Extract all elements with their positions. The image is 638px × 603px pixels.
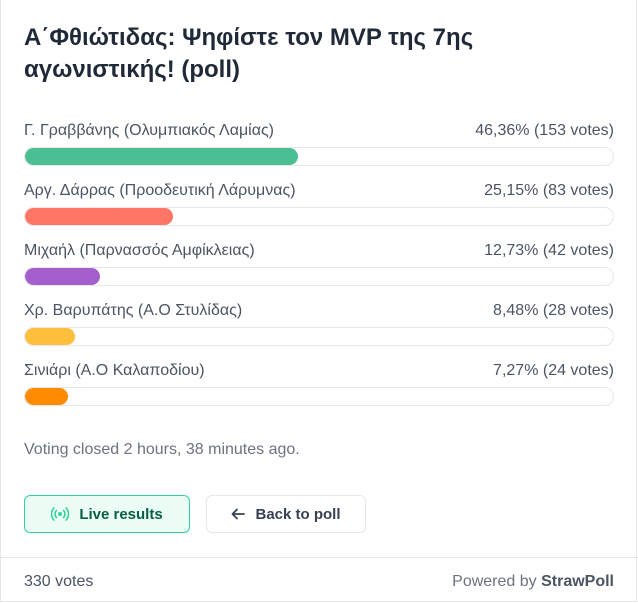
poll-option-result: 7,27% (24 votes) bbox=[493, 362, 614, 379]
result-bar-track bbox=[24, 327, 614, 346]
poll-option-result: 12,73% (42 votes) bbox=[484, 242, 614, 259]
poll-option-result: 46,36% (153 votes) bbox=[475, 122, 614, 139]
poll-option-result: 8,48% (28 votes) bbox=[493, 302, 614, 319]
poll-option-label: Γ. Γραββάνης (Ολυμπιακός Λαμίας) bbox=[24, 122, 274, 139]
poll-option: Σινιάρι (Α.Ο Καλαποδίου) 7,27% (24 votes) bbox=[24, 360, 614, 420]
result-bar-fill bbox=[25, 268, 100, 285]
result-bar-fill bbox=[25, 388, 68, 405]
broadcast-icon bbox=[51, 507, 70, 521]
arrow-left-icon bbox=[231, 508, 246, 520]
powered-by: Powered by StrawPoll bbox=[452, 573, 614, 591]
strawpoll-brand-link[interactable]: StrawPoll bbox=[541, 573, 614, 590]
back-to-poll-button[interactable]: Back to poll bbox=[206, 495, 366, 533]
poll-option-label: Αργ. Δάρρας (Προοδευτική Λάρυμνας) bbox=[24, 182, 296, 199]
poll-option-label: Σινιάρι (Α.Ο Καλαποδίου) bbox=[24, 362, 205, 379]
poll-option: Γ. Γραββάνης (Ολυμπιακός Λαμίας) 46,36% (… bbox=[24, 120, 614, 180]
poll-option-header: Σινιάρι (Α.Ο Καλαποδίου) 7,27% (24 votes) bbox=[24, 360, 614, 382]
poll-option-header: Μιχαήλ (Παρνασσός Αμφίκλειας) 12,73% (42 … bbox=[24, 240, 614, 262]
result-bar-track bbox=[24, 147, 614, 166]
powered-by-label: Powered by bbox=[452, 573, 537, 590]
poll-footer: 330 votes Powered by StrawPoll bbox=[1, 557, 638, 603]
result-bar-track bbox=[24, 267, 614, 286]
result-bar-track bbox=[24, 387, 614, 406]
back-to-poll-label: Back to poll bbox=[255, 505, 341, 523]
result-bar-fill bbox=[25, 328, 75, 345]
poll-option-header: Χρ. Βαρυπάτης (Α.Ο Στυλίδας) 8,48% (28 vo… bbox=[24, 300, 614, 322]
poll-option-header: Γ. Γραββάνης (Ολυμπιακός Λαμίας) 46,36% (… bbox=[24, 120, 614, 142]
poll-option-header: Αργ. Δάρρας (Προοδευτική Λάρυμνας) 25,15%… bbox=[24, 180, 614, 202]
poll-option: Αργ. Δάρρας (Προοδευτική Λάρυμνας) 25,15%… bbox=[24, 180, 614, 240]
poll-title: Α΄Φθιώτιδας: Ψηφίστε τον MVP της 7ης αγω… bbox=[24, 24, 474, 83]
result-bar-track bbox=[24, 207, 614, 226]
poll-options: Γ. Γραββάνης (Ολυμπιακός Λαμίας) 46,36% (… bbox=[24, 120, 614, 420]
live-results-button[interactable]: Live results bbox=[24, 495, 190, 533]
poll-option: Μιχαήλ (Παρνασσός Αμφίκλειας) 12,73% (42 … bbox=[24, 240, 614, 300]
poll-option-result: 25,15% (83 votes) bbox=[484, 182, 614, 199]
poll-option-label: Μιχαήλ (Παρνασσός Αμφίκλειας) bbox=[24, 242, 255, 259]
voting-status: Voting closed 2 hours, 38 minutes ago. bbox=[24, 441, 300, 458]
result-bar-fill bbox=[25, 208, 173, 225]
poll-option: Χρ. Βαρυπάτης (Α.Ο Στυλίδας) 8,48% (28 vo… bbox=[24, 300, 614, 360]
result-bar-fill bbox=[25, 148, 298, 165]
live-results-label: Live results bbox=[79, 505, 163, 523]
total-votes: 330 votes bbox=[24, 573, 94, 590]
poll-option-label: Χρ. Βαρυπάτης (Α.Ο Στυλίδας) bbox=[24, 302, 243, 319]
